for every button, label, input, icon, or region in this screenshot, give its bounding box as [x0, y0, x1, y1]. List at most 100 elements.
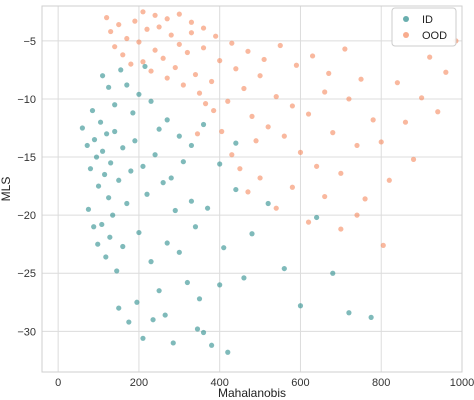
data-point [164, 240, 170, 246]
data-point [107, 234, 113, 240]
data-point [188, 19, 195, 25]
data-point [297, 303, 304, 309]
data-point [132, 18, 138, 24]
data-point [148, 68, 154, 74]
x-tick-label: 200 [130, 377, 148, 389]
data-point [354, 142, 360, 149]
data-point [253, 138, 259, 144]
data-point [204, 205, 211, 211]
y-tick-labels: −5 −10 −15 −20 −25 −30 [17, 36, 36, 338]
data-point [273, 205, 279, 211]
data-point [91, 137, 98, 143]
data-point [152, 47, 158, 53]
data-point [104, 15, 110, 21]
data-point [219, 128, 225, 135]
data-point [202, 101, 209, 107]
data-point [257, 175, 263, 181]
data-point [194, 131, 201, 137]
data-point [184, 49, 190, 56]
data-point [104, 131, 110, 137]
data-point [156, 24, 162, 30]
legend-label-id: ID [422, 14, 433, 26]
data-point [99, 148, 106, 154]
data-point [112, 128, 118, 135]
data-point [95, 183, 102, 189]
data-point [200, 25, 207, 31]
data-point [314, 214, 320, 221]
legend-marker-ood [403, 32, 409, 38]
y-tick-label: −10 [17, 94, 36, 106]
data-point [427, 54, 433, 60]
x-tick-labels: 0 200 400 600 800 1000 [55, 377, 474, 389]
data-point [116, 177, 122, 183]
data-point [160, 180, 166, 186]
data-point [386, 177, 392, 183]
y-tick-label: −15 [17, 152, 36, 164]
data-point [124, 35, 130, 42]
data-point [257, 73, 263, 79]
data-point [168, 175, 174, 181]
data-point [305, 111, 312, 117]
data-point [233, 186, 239, 193]
data-point [200, 121, 207, 128]
x-tick-label: 800 [372, 377, 390, 389]
data-point [378, 139, 384, 145]
data-point [330, 130, 336, 136]
data-point [217, 161, 223, 167]
data-point [93, 154, 100, 160]
data-point [188, 142, 195, 149]
data-point [217, 58, 223, 64]
x-tick-label: 600 [291, 377, 309, 389]
data-point [358, 76, 364, 82]
data-point [188, 30, 195, 36]
data-point [354, 212, 360, 218]
data-point [172, 207, 178, 214]
data-point [233, 66, 239, 72]
data-point [97, 119, 104, 125]
data-point [229, 40, 235, 46]
data-point [176, 11, 182, 17]
data-point [164, 75, 170, 81]
data-point [152, 152, 158, 158]
data-point [124, 82, 130, 88]
data-point [209, 78, 215, 85]
data-point [241, 275, 247, 281]
data-point [128, 61, 134, 67]
data-point [116, 21, 122, 28]
data-point [213, 33, 219, 39]
data-point [245, 189, 251, 195]
data-point [233, 140, 239, 146]
data-point [237, 166, 243, 172]
data-point [402, 119, 409, 125]
legend: ID OOD [391, 7, 457, 47]
data-point [103, 254, 109, 260]
data-point [85, 206, 92, 212]
data-point [136, 39, 142, 45]
data-point [281, 265, 287, 272]
data-point [112, 102, 118, 108]
y-tick-label: −25 [17, 268, 36, 280]
y-tick-label: −20 [17, 210, 36, 222]
data-point [346, 96, 352, 102]
data-point [322, 193, 328, 200]
data-point [241, 85, 247, 92]
data-point [168, 32, 174, 38]
series-id [79, 63, 374, 355]
data-point [132, 138, 138, 144]
data-point [140, 9, 146, 15]
data-point [338, 226, 344, 232]
data-point [368, 314, 374, 320]
legend-marker-id [403, 16, 409, 22]
y-tick-label: −5 [23, 36, 36, 48]
data-point [435, 109, 441, 115]
data-point [114, 268, 120, 274]
series-ood [104, 9, 459, 248]
data-point [289, 103, 295, 109]
x-tick-label: 400 [211, 377, 229, 389]
data-point [120, 145, 126, 151]
data-point [229, 152, 235, 158]
y-axis-label: MLS [0, 177, 13, 202]
data-points [79, 9, 459, 355]
data-point [211, 107, 217, 114]
data-point [180, 159, 186, 165]
